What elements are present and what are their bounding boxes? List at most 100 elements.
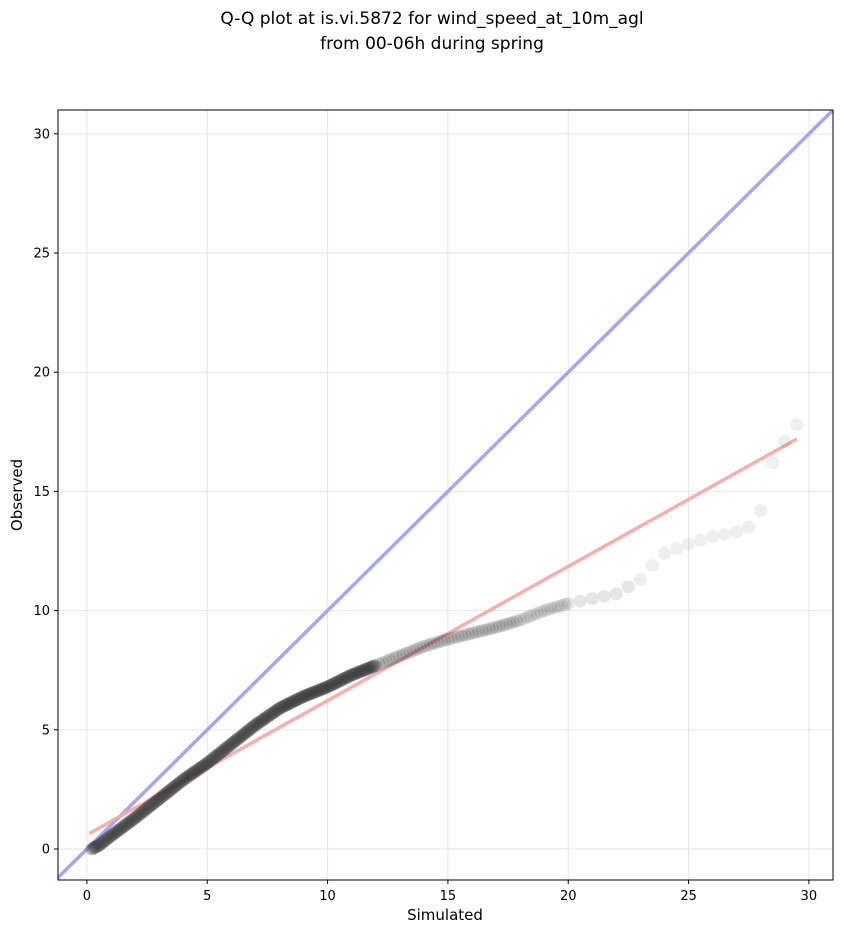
data-point-296 bbox=[609, 587, 623, 601]
data-point-156 bbox=[272, 701, 286, 715]
data-point-186 bbox=[309, 685, 323, 699]
data-point-102 bbox=[207, 750, 221, 764]
data-point-64 bbox=[162, 784, 176, 798]
data-point-79 bbox=[180, 770, 194, 784]
data-point-213 bbox=[341, 670, 355, 684]
data-point-189 bbox=[312, 683, 326, 697]
data-point-80 bbox=[181, 770, 195, 784]
data-point-48 bbox=[142, 800, 156, 814]
data-point-54 bbox=[150, 794, 164, 808]
data-point-277 bbox=[510, 614, 524, 628]
data-point-153 bbox=[269, 704, 283, 718]
data-point-60 bbox=[157, 788, 171, 802]
data-point-127 bbox=[238, 727, 252, 741]
data-point-243 bbox=[393, 649, 407, 663]
x-tick-label-6: 30 bbox=[801, 889, 818, 904]
data-point-242 bbox=[389, 650, 403, 664]
data-point-180 bbox=[301, 688, 315, 702]
data-point-308 bbox=[754, 503, 768, 517]
data-point-104 bbox=[210, 749, 224, 763]
data-point-305 bbox=[718, 527, 732, 541]
data-point-205 bbox=[331, 675, 345, 689]
data-point-239 bbox=[379, 654, 393, 668]
data-point-309 bbox=[766, 456, 780, 470]
data-point-67 bbox=[165, 781, 179, 795]
data-point-71 bbox=[170, 778, 184, 792]
data-point-191 bbox=[315, 682, 329, 696]
data-point-76 bbox=[176, 773, 190, 787]
data-point-69 bbox=[168, 780, 182, 794]
data-point-9 bbox=[96, 836, 110, 850]
data-point-53 bbox=[148, 795, 162, 809]
data-point-36 bbox=[128, 811, 142, 825]
data-point-165 bbox=[283, 696, 297, 710]
data-point-217 bbox=[346, 668, 360, 682]
data-point-241 bbox=[386, 652, 400, 666]
data-point-17 bbox=[105, 828, 119, 842]
data-point-38 bbox=[130, 809, 144, 823]
data-point-265 bbox=[468, 625, 482, 639]
data-point-168 bbox=[287, 694, 301, 708]
data-point-247 bbox=[407, 643, 421, 657]
data-point-230 bbox=[361, 661, 375, 675]
data-point-58 bbox=[154, 790, 168, 804]
data-point-70 bbox=[169, 779, 183, 793]
data-point-260 bbox=[451, 630, 465, 644]
data-point-83 bbox=[185, 767, 199, 781]
data-point-236 bbox=[369, 658, 383, 672]
data-point-285 bbox=[537, 604, 551, 618]
data-point-74 bbox=[174, 775, 188, 789]
data-point-310 bbox=[778, 434, 792, 448]
data-point-289 bbox=[551, 600, 565, 614]
data-point-84 bbox=[186, 766, 200, 780]
data-point-93 bbox=[197, 759, 211, 773]
data-point-240 bbox=[382, 653, 396, 667]
data-point-31 bbox=[122, 815, 136, 829]
data-point-221 bbox=[351, 666, 365, 680]
data-point-286 bbox=[541, 603, 555, 617]
data-point-198 bbox=[323, 679, 337, 693]
data-point-195 bbox=[319, 680, 333, 694]
data-point-215 bbox=[343, 669, 357, 683]
data-point-62 bbox=[159, 786, 173, 800]
data-point-155 bbox=[271, 702, 285, 716]
data-point-120 bbox=[229, 733, 243, 747]
data-point-13 bbox=[100, 832, 114, 846]
data-point-3 bbox=[88, 840, 102, 854]
data-point-1 bbox=[86, 841, 100, 855]
data-point-16 bbox=[104, 829, 118, 843]
data-point-202 bbox=[328, 676, 342, 690]
data-point-27 bbox=[117, 819, 131, 833]
data-point-42 bbox=[135, 805, 149, 819]
data-point-181 bbox=[303, 687, 317, 701]
data-point-50 bbox=[145, 798, 159, 812]
data-point-194 bbox=[318, 681, 332, 695]
data-point-142 bbox=[256, 713, 270, 727]
quantile-points bbox=[85, 418, 804, 856]
data-point-259 bbox=[448, 631, 462, 645]
data-point-206 bbox=[333, 674, 347, 688]
data-point-270 bbox=[486, 621, 500, 635]
data-point-245 bbox=[400, 646, 414, 660]
data-point-306 bbox=[730, 525, 744, 539]
y-tick-label-3: 15 bbox=[33, 485, 50, 500]
data-point-30 bbox=[121, 816, 135, 830]
data-point-100 bbox=[205, 752, 219, 766]
data-point-200 bbox=[325, 678, 339, 692]
data-point-44 bbox=[138, 803, 152, 817]
data-point-256 bbox=[437, 633, 451, 647]
data-point-96 bbox=[200, 756, 214, 770]
data-point-293 bbox=[573, 594, 587, 608]
data-point-126 bbox=[236, 728, 250, 742]
data-point-211 bbox=[339, 671, 353, 685]
x-tick-label-1: 5 bbox=[203, 889, 211, 904]
data-point-134 bbox=[246, 720, 260, 734]
data-point-210 bbox=[337, 672, 351, 686]
data-point-129 bbox=[240, 725, 254, 739]
data-point-115 bbox=[223, 738, 237, 752]
data-point-204 bbox=[330, 675, 344, 689]
data-point-107 bbox=[213, 746, 227, 760]
data-point-220 bbox=[349, 666, 363, 680]
data-point-216 bbox=[345, 668, 359, 682]
data-point-139 bbox=[252, 716, 266, 730]
